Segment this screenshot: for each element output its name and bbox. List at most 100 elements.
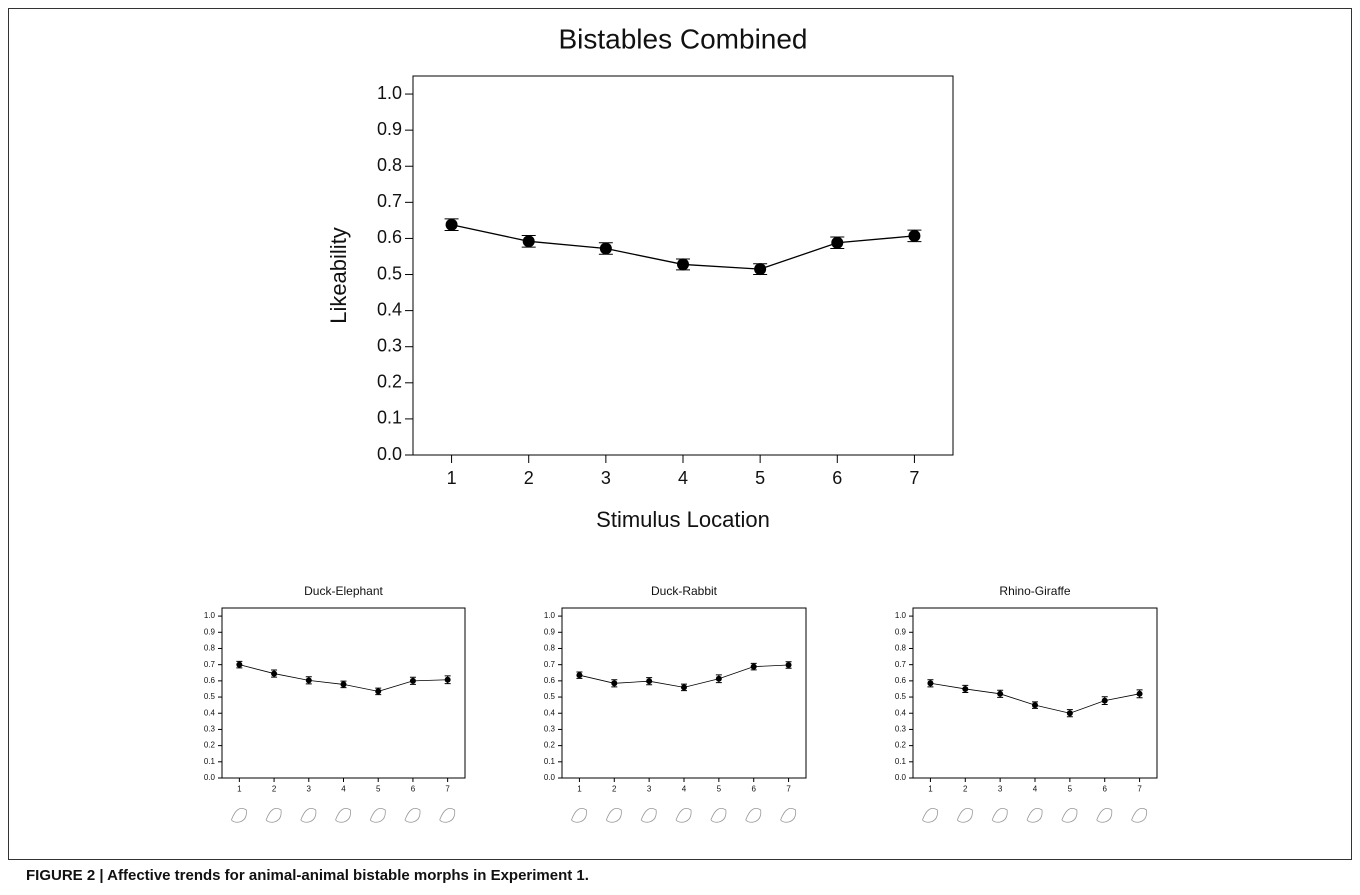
x-axis-label: Stimulus Location <box>596 507 770 532</box>
y-tick-label: 0.5 <box>544 692 556 701</box>
y-tick-label: 0.1 <box>204 757 216 766</box>
x-tick-label: 6 <box>832 468 842 488</box>
x-tick-label: 1 <box>447 468 457 488</box>
y-tick-label: 0.4 <box>544 708 556 717</box>
data-point <box>599 242 612 255</box>
y-tick-label: 0.6 <box>895 676 907 685</box>
y-tick-label: 0.9 <box>377 119 402 139</box>
y-tick-label: 0.8 <box>895 644 907 653</box>
x-tick-label: 6 <box>411 784 416 793</box>
y-tick-label: 0.8 <box>544 644 556 653</box>
y-tick-label: 0.7 <box>204 660 216 669</box>
y-tick-label: 0.6 <box>377 227 402 247</box>
x-tick-label: 3 <box>647 784 652 793</box>
x-tick-label: 2 <box>524 468 534 488</box>
y-tick-label: 0.3 <box>377 335 402 355</box>
y-tick-label: 1.0 <box>544 611 556 620</box>
x-tick-label: 2 <box>612 784 617 793</box>
figure: Bistables Combined 0.0 0.1 0.2 0.3 0.4 0.5 0.6 0… <box>8 8 1352 860</box>
x-tick-label: 2 <box>963 784 968 793</box>
y-tick-label: 0.3 <box>204 725 216 734</box>
data-point <box>681 684 687 691</box>
y-tick-label: 0.3 <box>544 725 556 734</box>
x-tick-label: 5 <box>376 784 381 793</box>
data-point <box>1032 702 1038 709</box>
y-tick-label: 0.2 <box>895 741 907 750</box>
y-tick-label: 1.0 <box>895 611 907 620</box>
stimulus-icon <box>991 807 1008 823</box>
y-tick-label: 0.7 <box>895 660 907 669</box>
y-tick-label: 1.0 <box>377 83 402 103</box>
y-tick-label: 0.7 <box>377 191 402 211</box>
x-tick-label: 7 <box>1137 784 1142 793</box>
data-point <box>611 680 618 687</box>
data-point <box>340 681 347 688</box>
y-tick-label: 0.5 <box>204 692 216 701</box>
stimulus-icon <box>922 807 938 823</box>
y-tick-label: 1.0 <box>204 611 216 620</box>
plot-frame <box>912 607 1158 779</box>
stimulus-icon <box>265 807 282 823</box>
caption: FIGURE 2 | Affective trends for animal-a… <box>26 867 589 884</box>
data-point <box>831 236 844 249</box>
data-point <box>927 680 934 687</box>
data-point <box>305 677 312 684</box>
figure-frame <box>8 8 1352 860</box>
stimulus-icon <box>1096 807 1113 823</box>
data-point <box>236 661 243 668</box>
y-tick-label: 0.2 <box>377 372 402 392</box>
data-point <box>997 690 1004 697</box>
y-tick-label: 0.0 <box>544 773 556 782</box>
y-tick-label: 0.7 <box>544 660 556 669</box>
stimulus-icon <box>439 807 456 823</box>
y-tick-label: 0.2 <box>204 741 216 750</box>
stimulus-icon <box>1026 807 1043 823</box>
chart-title: Bistables Combined <box>558 23 807 54</box>
x-tick-label: 3 <box>998 784 1003 793</box>
data-point <box>445 218 458 231</box>
y-tick-label: 0.6 <box>544 676 556 685</box>
stimulus-icon <box>675 807 692 823</box>
y-tick-label: 0.1 <box>377 408 402 428</box>
stimulus-icon <box>369 807 386 823</box>
data-point <box>1101 697 1108 704</box>
stimulus-icon <box>640 807 657 823</box>
x-tick-label: 5 <box>755 468 765 488</box>
y-tick-label: 0.8 <box>377 155 402 175</box>
x-tick-label: 1 <box>237 784 242 793</box>
y-tick-label: 0.0 <box>377 444 402 464</box>
x-tick-label: 4 <box>341 784 346 793</box>
y-tick-label: 0.4 <box>204 708 216 717</box>
data-point <box>754 263 767 276</box>
x-tick-label: 2 <box>272 784 277 793</box>
x-tick-label: 4 <box>1033 784 1038 793</box>
stimulus-icon <box>1131 807 1148 823</box>
stimulus-icon <box>335 807 352 823</box>
data-point <box>785 661 792 668</box>
y-tick-label: 0.9 <box>895 627 907 636</box>
x-tick-label: 1 <box>928 784 933 793</box>
y-tick-label: 0.9 <box>204 627 216 636</box>
data-point <box>1136 690 1143 697</box>
y-tick-label: 0.1 <box>544 757 556 766</box>
plot-frame <box>221 607 466 779</box>
x-tick-label: 7 <box>909 468 919 488</box>
stimulus-icon <box>780 807 797 823</box>
y-tick-label: 0.5 <box>895 692 907 701</box>
data-point <box>646 678 653 685</box>
x-tick-label: 6 <box>1102 784 1107 793</box>
stimulus-icon <box>571 807 587 823</box>
y-tick-label: 0.1 <box>895 757 907 766</box>
data-point <box>576 672 583 679</box>
y-axis-label: Likeability <box>326 227 351 324</box>
x-tick-label: 3 <box>307 784 312 793</box>
stimulus-icon <box>1061 807 1078 823</box>
x-tick-label: 7 <box>786 784 791 793</box>
data-point <box>962 685 969 692</box>
data-point <box>1066 710 1073 717</box>
x-tick-label: 5 <box>717 784 722 793</box>
stimulus-icon <box>745 807 762 823</box>
y-tick-label: 0.3 <box>895 725 907 734</box>
chart-title: Rhino-Giraffe <box>999 584 1070 598</box>
data-point <box>715 675 722 682</box>
